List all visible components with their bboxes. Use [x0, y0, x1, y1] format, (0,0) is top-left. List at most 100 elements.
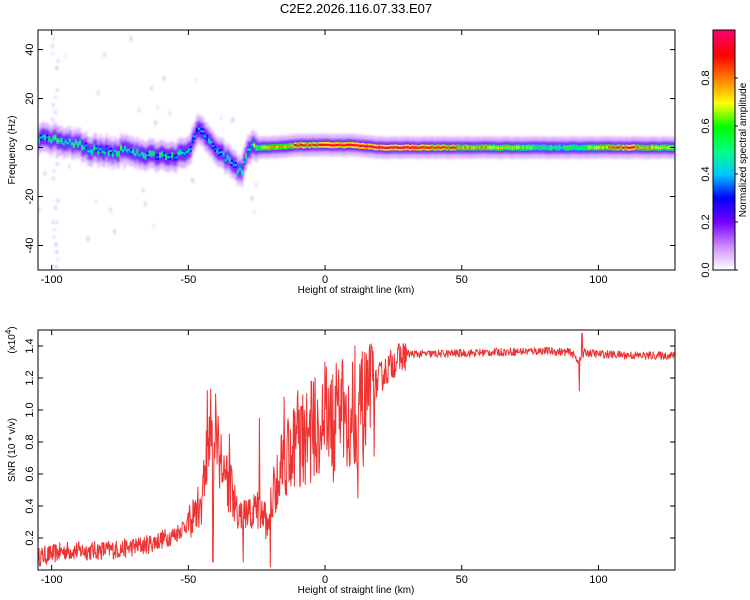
spectrogram-peak-cell [54, 136, 57, 139]
spectrogram-peak-cell [38, 139, 40, 142]
colorbar-cell [713, 192, 735, 195]
snr-series-line [38, 332, 675, 568]
spectrogram-peak-cell [526, 146, 528, 149]
spectrogram-peak-cell [128, 148, 131, 151]
spectrogram-peak-cell [312, 143, 315, 146]
spectrogram-peak-cell [245, 154, 247, 158]
spectrogram-peak-cell [261, 146, 264, 149]
spectrogram-y-label: Frequency (Hz) [7, 116, 18, 185]
colorbar-cell [713, 130, 735, 133]
spectrogram-noise-cell [56, 88, 59, 92]
spectrogram-peak-cell [325, 143, 327, 146]
spectrogram-peak-cell [46, 136, 49, 139]
spectrogram-peak-cell [608, 146, 610, 149]
spectrogram-peak-cell [591, 146, 594, 149]
spectrogram-peak-cell [378, 146, 381, 149]
spectrogram-peak-cell [259, 146, 262, 149]
spectrogram-peak-cell [599, 146, 602, 149]
colorbar-cell [713, 60, 735, 63]
spectrogram-peak-cell [163, 154, 165, 157]
colorbar-cell [713, 40, 735, 43]
spectrogram-peak-cell [532, 146, 535, 149]
colorbar-cell [713, 210, 735, 213]
spectrogram-peak-cell [138, 154, 141, 157]
spectrogram-peak-cell [521, 146, 524, 149]
spectrogram-peak-cell [267, 146, 270, 149]
spectrogram-peak-cell [620, 146, 623, 149]
spectrogram-peak-cell [236, 170, 239, 173]
colorbar-cell [713, 124, 735, 127]
spectrogram-peak-cell [64, 140, 67, 143]
colorbar-cell [713, 196, 735, 199]
spectrogram-peak-cell [540, 146, 543, 149]
spectrogram-noise-cell [52, 235, 55, 239]
spectrogram-peak-cell [105, 147, 108, 150]
colorbar-cell [713, 256, 735, 259]
spectrogram-noise-cell [51, 118, 54, 122]
snr-y-tick-label: 1.0 [24, 402, 36, 417]
spectrogram-peak-cell [462, 146, 465, 149]
spectrogram-noise-cell [232, 117, 235, 122]
spectrogram-peak-cell [612, 146, 615, 149]
spectrogram-peak-cell [433, 146, 436, 149]
spectrogram-peak-cell [642, 146, 645, 149]
colorbar-cell [713, 118, 735, 121]
spectrogram-peak-cell [85, 144, 88, 147]
spectrogram-peak-cell [99, 147, 102, 150]
spectrogram-noise-cell [56, 220, 58, 225]
colorbar-cell [713, 232, 735, 235]
spectrogram-peak-cell [646, 146, 649, 150]
spectrogram-peak-cell [478, 146, 481, 149]
colorbar-cell [713, 154, 735, 157]
spectrogram-peak-cell [273, 146, 276, 149]
spectrogram-peak-cell [640, 146, 643, 149]
spectrogram-peak-cell [177, 152, 180, 155]
colorbar-cell [713, 260, 735, 263]
spectrogram-peak-cell [277, 145, 280, 148]
colorbar-cell [713, 50, 735, 53]
spectrogram-panel: -100 -50 0 50 100 -40 -20 0 20 40 Height of stra… [7, 29, 676, 296]
colorbar-cell [713, 204, 735, 207]
spectrogram-peak-cell [523, 146, 526, 149]
colorbar-cell [713, 262, 735, 265]
spectrogram-peak-cell [657, 146, 660, 149]
colorbar-cell [713, 198, 735, 201]
spectrogram-peak-cell [306, 144, 309, 147]
colorbar-cell [713, 94, 735, 97]
spectrogram-noise-cell [124, 164, 126, 169]
spectrogram-peak-cell [52, 137, 55, 140]
spectrogram-peak-cell [323, 143, 325, 146]
spectrogram-noise-cell [56, 125, 59, 129]
colorbar-cell [713, 146, 735, 149]
spectrogram-peak-cell [263, 146, 266, 149]
colorbar-cell [713, 70, 735, 73]
colorbar-cell [713, 106, 735, 109]
colorbar-cell [713, 36, 735, 39]
spectrogram-peak-cell [103, 151, 106, 155]
colorbar-tick-label: 0.2 [700, 214, 712, 229]
spectrogram-peak-cell [489, 146, 491, 149]
colorbar-cell [713, 96, 735, 99]
spectrogram-peak-cell [579, 146, 582, 149]
spectrogram-peak-cell [199, 130, 202, 133]
spectrogram-peak-cell [247, 148, 250, 151]
colorbar-cell [713, 74, 735, 77]
spectrogram-peak-cell [573, 146, 576, 149]
spectrogram-peak-cell [487, 146, 489, 149]
spectrogram-peak-cell [171, 153, 174, 157]
spectrogram-noise-cell [55, 66, 58, 70]
spectrogram-peak-cell [382, 146, 385, 149]
spectrogram-peak-cell [497, 146, 500, 149]
snr-x-axis: -100 -50 0 50 100 [41, 330, 608, 586]
spectrogram-noise-cell [54, 243, 57, 247]
spectrogram-peak-cell [605, 146, 608, 149]
spectrogram-noise-cell [152, 224, 155, 229]
spectrogram-peak-cell [355, 144, 358, 147]
spectrogram-peak-cell [649, 146, 651, 149]
spectrogram-peak-cell [581, 146, 584, 149]
spectrogram-peak-cell [651, 146, 653, 149]
spectrogram-noise-cell [181, 164, 184, 169]
spectrogram-peak-cell [183, 152, 186, 155]
spectrogram-noise-cell [51, 44, 54, 48]
spectrogram-peak-cell [638, 146, 641, 149]
